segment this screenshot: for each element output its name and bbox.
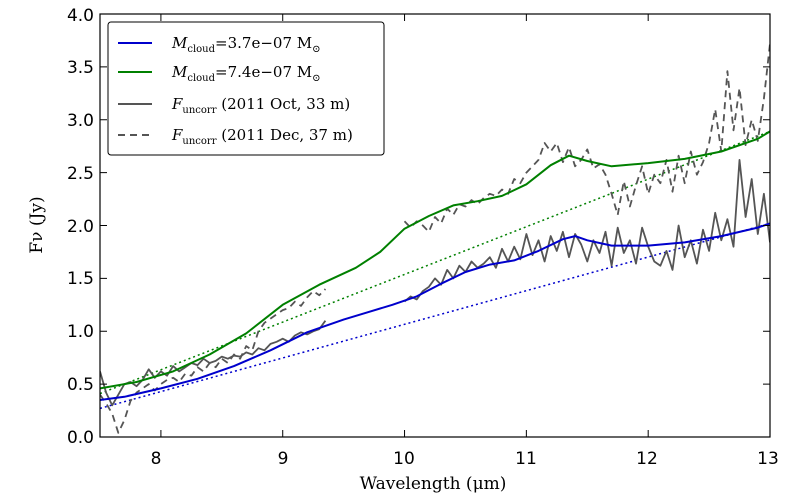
y-tick-label: 2.0	[67, 217, 94, 237]
series-line-mcloud-3-7e-07-msun	[100, 222, 770, 401]
y-tick-label: 0.5	[67, 375, 94, 395]
x-tick-label: 10	[393, 449, 415, 469]
series-line-continuum-low-mass-	[100, 222, 770, 410]
x-tick-label: 8	[151, 449, 162, 469]
y-tick-label: 1.0	[67, 322, 94, 342]
x-tick-labels: 8 9 10 11 12 13	[151, 449, 779, 469]
series-line-funcorr-2011-dec-37-m--seg0	[100, 288, 327, 434]
series-line-funcorr-2011-dec-37-m--seg1	[403, 43, 770, 233]
y-axis-label: Fν (Jy)	[27, 196, 47, 253]
y-tick-labels: 0.0 0.5 1.0 1.5 2.0 2.5 3.0 3.5 4.0	[67, 6, 94, 448]
series-line-funcorr-2011-oct-33-m--seg1	[403, 159, 770, 303]
y-tick-label: 1.5	[67, 269, 94, 289]
y-tick-label: 3.0	[67, 111, 94, 131]
y-tick-label: 4.0	[67, 6, 94, 26]
legend: Mcloud=3.7e−07 M⊙ Mcloud=7.4e−07 M⊙ Func…	[107, 21, 385, 156]
x-tick-label: 12	[636, 449, 658, 469]
y-tick-label: 3.5	[67, 58, 94, 78]
legend-entry-oct: Funcorr (2011 Oct, 33 m)	[171, 95, 350, 116]
plot-area	[100, 43, 770, 434]
series-line-funcorr-2011-oct-33-m--seg0	[100, 320, 327, 407]
legend-entry-mcloud-low: Mcloud=3.7e−07 M⊙	[171, 34, 321, 55]
ticks	[100, 13, 771, 438]
x-tick-label: 11	[515, 449, 537, 469]
legend-box	[107, 21, 385, 156]
y-tick-label: 0.0	[67, 428, 94, 448]
legend-entry-dec: Funcorr (2011 Dec, 37 m)	[171, 126, 353, 147]
x-tick-label: 13	[757, 449, 779, 469]
y-tick-label: 2.5	[67, 164, 94, 184]
x-axis-label: Wavelength (μm)	[360, 474, 507, 494]
series-line-mcloud-7-4e-07-msun	[100, 130, 770, 390]
legend-entry-mcloud-high: Mcloud=7.4e−07 M⊙	[171, 63, 321, 84]
x-tick-label: 9	[278, 449, 289, 469]
